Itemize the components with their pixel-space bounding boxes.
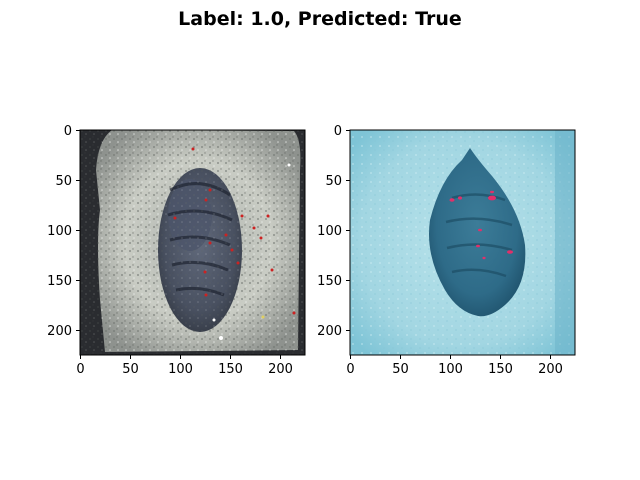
right-xtick-label: 0: [346, 362, 354, 377]
left-ytick-label: 200: [47, 324, 72, 339]
left-ytick-label: 150: [47, 274, 72, 289]
left-axes-frame: [79, 129, 306, 356]
right-xtick-label: 150: [488, 362, 513, 377]
left-xtick-label: 200: [268, 362, 293, 377]
right-image: [350, 130, 575, 355]
right-image-panel: 0 50 100 150 200 0 50 100 150 200: [317, 124, 576, 377]
left-y-ticks: 0 50 100 150 200: [47, 124, 80, 339]
right-x-ticks: 0 50 100 150 200: [346, 355, 563, 377]
left-xtick-label: 100: [168, 362, 193, 377]
left-markers: [173, 147, 296, 340]
left-x-ticks: 0 50 100 150 200: [76, 355, 293, 377]
right-markers: [449, 190, 513, 260]
left-ytick-label: 0: [64, 124, 72, 139]
right-xtick-label: 50: [392, 362, 409, 377]
figure-title: Label: 1.0, Predicted: True: [178, 8, 462, 30]
right-ytick-label: 50: [325, 174, 342, 189]
left-image: [80, 130, 305, 355]
left-image-panel: 0 50 100 150 200 0 50 100 150 200: [47, 124, 306, 377]
right-y-ticks: 0 50 100 150 200: [317, 124, 350, 339]
right-ytick-label: 200: [317, 324, 342, 339]
right-ytick-label: 150: [317, 274, 342, 289]
right-xtick-label: 200: [538, 362, 563, 377]
left-xtick-label: 150: [218, 362, 243, 377]
right-ytick-label: 0: [334, 124, 342, 139]
left-xtick-label: 50: [122, 362, 139, 377]
left-ytick-label: 100: [47, 224, 72, 239]
right-xtick-label: 100: [438, 362, 463, 377]
left-ytick-label: 50: [55, 174, 72, 189]
right-axes-frame: [349, 129, 576, 356]
right-ytick-label: 100: [317, 224, 342, 239]
left-xtick-label: 0: [76, 362, 84, 377]
